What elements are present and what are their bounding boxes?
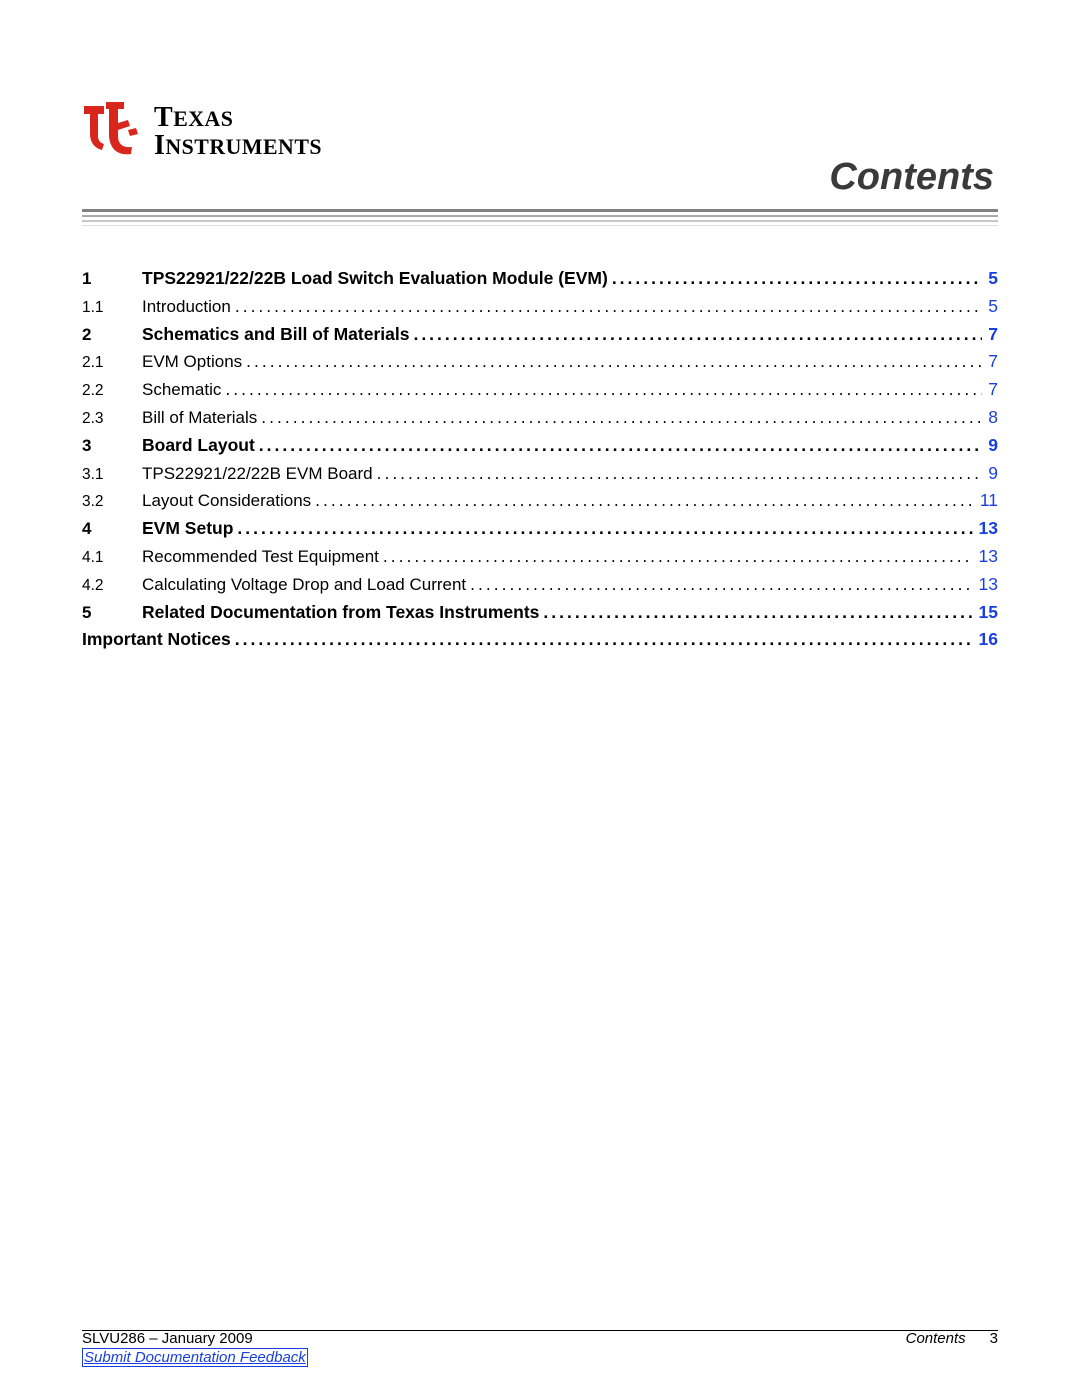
- toc-title: Introduction: [142, 295, 233, 319]
- toc-leader: ........................................…: [375, 461, 983, 486]
- toc-page[interactable]: 7: [982, 349, 998, 374]
- toc-leader: ........................................…: [411, 322, 982, 347]
- ti-logo-icon: [82, 100, 140, 162]
- toc-num: 2.1: [82, 352, 142, 374]
- toc-title: EVM Options: [142, 350, 244, 374]
- toc-page[interactable]: 15: [973, 600, 998, 625]
- toc-row[interactable]: 2.1EVM Options..........................…: [82, 349, 998, 374]
- toc-row[interactable]: 5Related Documentation from Texas Instru…: [82, 600, 998, 625]
- toc-leader: ........................................…: [541, 600, 972, 625]
- footer-page-number: 3: [990, 1330, 998, 1347]
- toc-page[interactable]: 7: [982, 322, 998, 347]
- toc-title: Schematics and Bill of Materials: [142, 322, 411, 347]
- logo-line2: INSTRUMENTS: [154, 132, 322, 160]
- toc-title: EVM Setup: [142, 516, 235, 541]
- toc-row[interactable]: 2.3Bill of Materials....................…: [82, 405, 998, 430]
- logo-block: TEXAS INSTRUMENTS: [82, 100, 998, 162]
- toc-row[interactable]: 3Board Layout...........................…: [82, 433, 998, 458]
- toc-row[interactable]: 3.1TPS22921/22/22B EVM Board............…: [82, 461, 998, 486]
- toc-row[interactable]: 2.2Schematic............................…: [82, 377, 998, 402]
- toc-leader: ........................................…: [468, 572, 972, 597]
- toc-row[interactable]: 1TPS22921/22/22B Load Switch Evaluation …: [82, 266, 998, 291]
- feedback-link[interactable]: Submit Documentation Feedback: [82, 1348, 308, 1367]
- toc-leader: ........................................…: [313, 488, 974, 513]
- toc-page[interactable]: 5: [982, 266, 998, 291]
- toc-leader: ........................................…: [235, 516, 972, 541]
- header-rules: [82, 209, 998, 226]
- toc-num: 2.2: [82, 380, 142, 402]
- toc-title: Important Notices: [82, 627, 233, 652]
- toc-title: Layout Considerations: [142, 489, 313, 513]
- toc-page[interactable]: 13: [973, 572, 998, 597]
- footer-doc-id: SLVU286 – January 2009: [82, 1330, 253, 1347]
- toc-title: Schematic: [142, 378, 223, 402]
- toc-leader: ........................................…: [259, 405, 982, 430]
- toc-title: TPS22921/22/22B EVM Board: [142, 462, 375, 486]
- toc-page[interactable]: 5: [982, 294, 998, 319]
- toc-row[interactable]: 4.2Calculating Voltage Drop and Load Cur…: [82, 572, 998, 597]
- toc-title: Recommended Test Equipment: [142, 545, 381, 569]
- toc-row[interactable]: 1.1Introduction.........................…: [82, 294, 998, 319]
- toc-num: 3.2: [82, 491, 142, 513]
- toc-row[interactable]: 3.2Layout Considerations................…: [82, 488, 998, 513]
- rule-4: [82, 225, 998, 226]
- toc-title: Calculating Voltage Drop and Load Curren…: [142, 573, 468, 597]
- toc-row[interactable]: 4.1Recommended Test Equipment...........…: [82, 544, 998, 569]
- toc-row[interactable]: 2Schematics and Bill of Materials.......…: [82, 322, 998, 347]
- toc-page[interactable]: 9: [982, 461, 998, 486]
- logo-line1: TEXAS: [154, 104, 322, 132]
- toc-title: Bill of Materials: [142, 406, 259, 430]
- toc-leader: ........................................…: [223, 377, 982, 402]
- toc-leader: ........................................…: [233, 294, 982, 319]
- toc-leader: ........................................…: [381, 544, 973, 569]
- toc-leader: ........................................…: [257, 433, 982, 458]
- toc-title: Related Documentation from Texas Instrum…: [142, 600, 541, 625]
- toc-num: 4.1: [82, 547, 142, 569]
- toc-row[interactable]: 4EVM Setup..............................…: [82, 516, 998, 541]
- toc-num: 1.1: [82, 297, 142, 319]
- toc: 1TPS22921/22/22B Load Switch Evaluation …: [82, 266, 998, 652]
- toc-num: 2.3: [82, 408, 142, 430]
- toc-page[interactable]: 11: [974, 488, 998, 513]
- page: TEXAS INSTRUMENTS Contents 1TPS22921/22/…: [0, 0, 1080, 1397]
- toc-num: 3.1: [82, 464, 142, 486]
- toc-num: 1: [82, 267, 142, 291]
- toc-page[interactable]: 13: [973, 516, 998, 541]
- rule-1: [82, 209, 998, 212]
- toc-page[interactable]: 9: [982, 433, 998, 458]
- page-title: Contents: [82, 156, 998, 199]
- footer-section: Contents: [906, 1330, 966, 1347]
- toc-num: 4: [82, 517, 142, 541]
- toc-page[interactable]: 7: [982, 377, 998, 402]
- toc-page[interactable]: 16: [973, 627, 998, 652]
- footer: SLVU286 – January 2009 Contents 3 Submit…: [82, 1330, 998, 1367]
- toc-leader: ........................................…: [610, 266, 982, 291]
- toc-title: Board Layout: [142, 433, 257, 458]
- toc-leader: ........................................…: [233, 627, 973, 652]
- toc-num: 3: [82, 434, 142, 458]
- logo-text: TEXAS INSTRUMENTS: [154, 104, 322, 160]
- toc-leader: ........................................…: [244, 349, 982, 374]
- toc-num: 2: [82, 323, 142, 347]
- toc-title: TPS22921/22/22B Load Switch Evaluation M…: [142, 266, 610, 291]
- rule-3: [82, 220, 998, 222]
- toc-num: 4.2: [82, 575, 142, 597]
- toc-page[interactable]: 13: [973, 544, 998, 569]
- toc-row[interactable]: Important Notices.......................…: [82, 627, 998, 652]
- toc-num: 5: [82, 601, 142, 625]
- toc-page[interactable]: 8: [982, 405, 998, 430]
- rule-2: [82, 215, 998, 217]
